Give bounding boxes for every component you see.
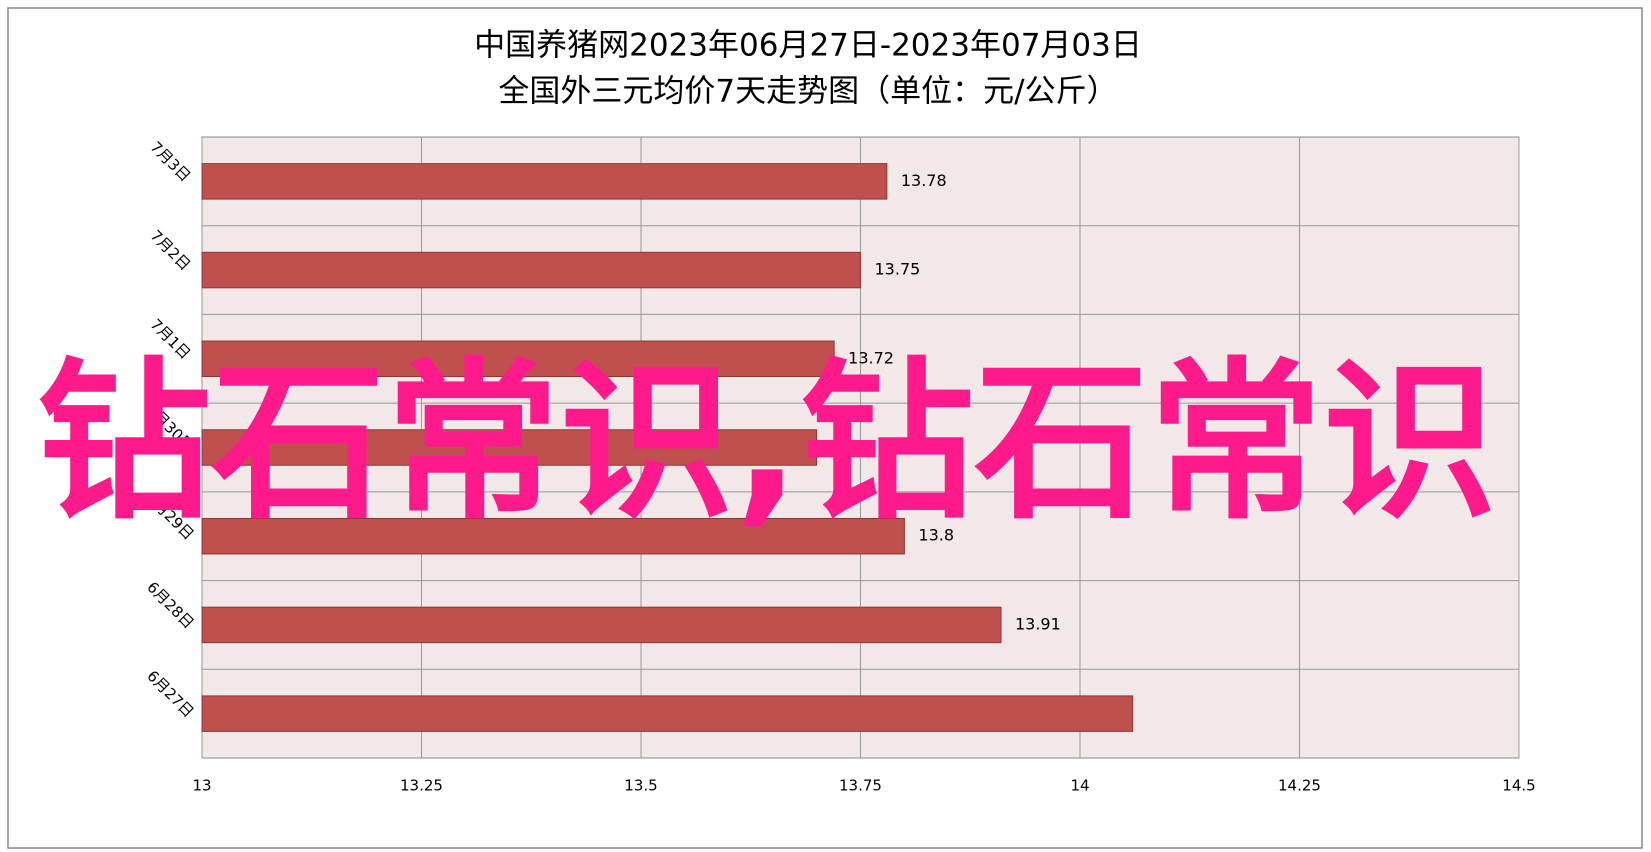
data-label: 13.72 — [848, 348, 894, 367]
chart-subtitle: 全国外三元均价7天走势图（单位：元/公斤） — [498, 74, 1117, 110]
bar — [201, 251, 861, 289]
watermark: 钻石常识,钻石常识 — [37, 342, 1497, 543]
x-tick-label: 13 — [192, 777, 211, 795]
x-tick-label: 13.5 — [624, 777, 657, 795]
bar — [201, 517, 905, 555]
bar — [201, 163, 888, 200]
data-label: 13.78 — [901, 171, 947, 190]
bar — [201, 429, 818, 466]
data-label: 13.8 — [918, 526, 954, 545]
bar — [201, 695, 1134, 732]
data-label: 13.91 — [1015, 614, 1061, 633]
x-tick-label: 13.25 — [400, 777, 443, 795]
x-tick-label: 14.25 — [1278, 777, 1321, 795]
x-tick-label: 13.75 — [839, 777, 882, 795]
data-label: 13.7 — [831, 437, 867, 456]
chart-title: 中国养猪网2023年06月27日-2023年07月03日 — [474, 28, 1142, 64]
x-tick-label: 14.5 — [1502, 777, 1535, 795]
x-tick-label: 14 — [1070, 777, 1089, 795]
data-label: 13.75 — [875, 260, 921, 279]
bar — [201, 606, 1002, 644]
bar — [201, 340, 835, 378]
